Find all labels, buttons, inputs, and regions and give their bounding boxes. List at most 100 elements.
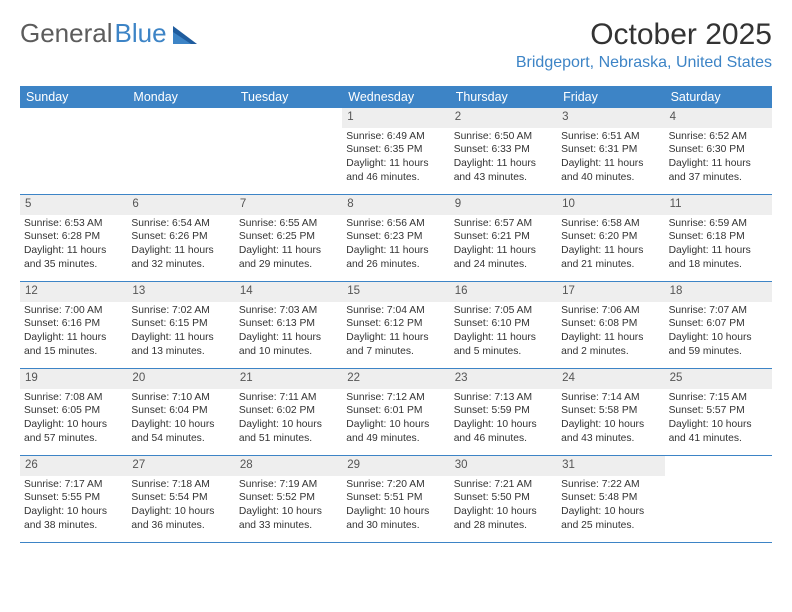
- sunset-line: Sunset: 6:33 PM: [454, 143, 553, 157]
- day-cell: 25Sunrise: 7:15 AMSunset: 5:57 PMDayligh…: [665, 369, 772, 455]
- day-details: Sunrise: 7:13 AMSunset: 5:59 PMDaylight:…: [450, 391, 557, 451]
- sunrise-line: Sunrise: 6:55 AM: [239, 217, 338, 231]
- day-number: 22: [342, 369, 449, 389]
- daylight-line-1: Daylight: 11 hours: [454, 244, 553, 258]
- sunrise-line: Sunrise: 6:58 AM: [561, 217, 660, 231]
- day-number: 4: [665, 108, 772, 128]
- sunset-line: Sunset: 6:07 PM: [669, 317, 768, 331]
- sunset-line: Sunset: 5:48 PM: [561, 491, 660, 505]
- daylight-line-2: and 32 minutes.: [131, 258, 230, 272]
- daylight-line-1: Daylight: 10 hours: [454, 418, 553, 432]
- sunrise-line: Sunrise: 6:49 AM: [346, 130, 445, 144]
- day-number: [665, 456, 772, 476]
- sunset-line: Sunset: 5:59 PM: [454, 404, 553, 418]
- sunset-line: Sunset: 6:20 PM: [561, 230, 660, 244]
- day-number: 26: [20, 456, 127, 476]
- sunset-line: Sunset: 6:26 PM: [131, 230, 230, 244]
- daylight-line-2: and 13 minutes.: [131, 345, 230, 359]
- daylight-line-1: Daylight: 10 hours: [239, 418, 338, 432]
- day-cell: [665, 456, 772, 542]
- day-number: 20: [127, 369, 234, 389]
- day-number: 3: [557, 108, 664, 128]
- daylight-line-2: and 26 minutes.: [346, 258, 445, 272]
- daylight-line-1: Daylight: 10 hours: [131, 505, 230, 519]
- day-cell: 29Sunrise: 7:20 AMSunset: 5:51 PMDayligh…: [342, 456, 449, 542]
- sunrise-line: Sunrise: 6:59 AM: [669, 217, 768, 231]
- day-details: Sunrise: 7:14 AMSunset: 5:58 PMDaylight:…: [557, 391, 664, 451]
- daylight-line-2: and 24 minutes.: [454, 258, 553, 272]
- day-number: 10: [557, 195, 664, 215]
- day-cell: 2Sunrise: 6:50 AMSunset: 6:33 PMDaylight…: [450, 108, 557, 194]
- day-cell: 28Sunrise: 7:19 AMSunset: 5:52 PMDayligh…: [235, 456, 342, 542]
- daylight-line-1: Daylight: 11 hours: [454, 157, 553, 171]
- week-row: 26Sunrise: 7:17 AMSunset: 5:55 PMDayligh…: [20, 456, 772, 543]
- daylight-line-2: and 5 minutes.: [454, 345, 553, 359]
- sunset-line: Sunset: 6:30 PM: [669, 143, 768, 157]
- daylight-line-2: and 43 minutes.: [454, 171, 553, 185]
- day-number: 19: [20, 369, 127, 389]
- day-details: Sunrise: 7:02 AMSunset: 6:15 PMDaylight:…: [127, 304, 234, 364]
- day-number: 27: [127, 456, 234, 476]
- daylight-line-2: and 59 minutes.: [669, 345, 768, 359]
- sunrise-line: Sunrise: 6:52 AM: [669, 130, 768, 144]
- day-cell: 5Sunrise: 6:53 AMSunset: 6:28 PMDaylight…: [20, 195, 127, 281]
- day-number: 9: [450, 195, 557, 215]
- day-details: Sunrise: 7:15 AMSunset: 5:57 PMDaylight:…: [665, 391, 772, 451]
- day-details: Sunrise: 7:19 AMSunset: 5:52 PMDaylight:…: [235, 478, 342, 538]
- day-details: Sunrise: 7:11 AMSunset: 6:02 PMDaylight:…: [235, 391, 342, 451]
- daylight-line-1: Daylight: 10 hours: [131, 418, 230, 432]
- day-number: 17: [557, 282, 664, 302]
- weekday-header: Wednesday: [342, 86, 449, 108]
- sunrise-line: Sunrise: 7:02 AM: [131, 304, 230, 318]
- day-number: 25: [665, 369, 772, 389]
- daylight-line-1: Daylight: 10 hours: [346, 505, 445, 519]
- week-row: 12Sunrise: 7:00 AMSunset: 6:16 PMDayligh…: [20, 282, 772, 369]
- daylight-line-2: and 54 minutes.: [131, 432, 230, 446]
- sunrise-line: Sunrise: 7:19 AM: [239, 478, 338, 492]
- week-row: 1Sunrise: 6:49 AMSunset: 6:35 PMDaylight…: [20, 108, 772, 195]
- day-details: Sunrise: 7:03 AMSunset: 6:13 PMDaylight:…: [235, 304, 342, 364]
- sunset-line: Sunset: 5:55 PM: [24, 491, 123, 505]
- sunset-line: Sunset: 6:31 PM: [561, 143, 660, 157]
- sunset-line: Sunset: 6:16 PM: [24, 317, 123, 331]
- calendar: SundayMondayTuesdayWednesdayThursdayFrid…: [20, 86, 772, 543]
- sunrise-line: Sunrise: 7:11 AM: [239, 391, 338, 405]
- daylight-line-2: and 2 minutes.: [561, 345, 660, 359]
- sunrise-line: Sunrise: 7:13 AM: [454, 391, 553, 405]
- sunset-line: Sunset: 6:21 PM: [454, 230, 553, 244]
- daylight-line-2: and 35 minutes.: [24, 258, 123, 272]
- sunrise-line: Sunrise: 7:10 AM: [131, 391, 230, 405]
- sunrise-line: Sunrise: 6:56 AM: [346, 217, 445, 231]
- daylight-line-2: and 40 minutes.: [561, 171, 660, 185]
- day-cell: 8Sunrise: 6:56 AMSunset: 6:23 PMDaylight…: [342, 195, 449, 281]
- daylight-line-2: and 29 minutes.: [239, 258, 338, 272]
- daylight-line-2: and 57 minutes.: [24, 432, 123, 446]
- sunrise-line: Sunrise: 6:53 AM: [24, 217, 123, 231]
- day-details: Sunrise: 7:21 AMSunset: 5:50 PMDaylight:…: [450, 478, 557, 538]
- day-details: Sunrise: 7:22 AMSunset: 5:48 PMDaylight:…: [557, 478, 664, 538]
- sunset-line: Sunset: 5:57 PM: [669, 404, 768, 418]
- day-cell: 18Sunrise: 7:07 AMSunset: 6:07 PMDayligh…: [665, 282, 772, 368]
- daylight-line-1: Daylight: 11 hours: [24, 331, 123, 345]
- day-cell: 3Sunrise: 6:51 AMSunset: 6:31 PMDaylight…: [557, 108, 664, 194]
- sunrise-line: Sunrise: 7:06 AM: [561, 304, 660, 318]
- daylight-line-1: Daylight: 10 hours: [346, 418, 445, 432]
- day-cell: 6Sunrise: 6:54 AMSunset: 6:26 PMDaylight…: [127, 195, 234, 281]
- title-block: October 2025 Bridgeport, Nebraska, Unite…: [516, 18, 772, 72]
- day-number: 16: [450, 282, 557, 302]
- sunrise-line: Sunrise: 6:51 AM: [561, 130, 660, 144]
- day-number: 14: [235, 282, 342, 302]
- daylight-line-1: Daylight: 11 hours: [669, 244, 768, 258]
- day-number: 21: [235, 369, 342, 389]
- day-number: [20, 108, 127, 128]
- day-details: Sunrise: 7:07 AMSunset: 6:07 PMDaylight:…: [665, 304, 772, 364]
- week-row: 19Sunrise: 7:08 AMSunset: 6:05 PMDayligh…: [20, 369, 772, 456]
- daylight-line-1: Daylight: 11 hours: [346, 244, 445, 258]
- day-cell: 1Sunrise: 6:49 AMSunset: 6:35 PMDaylight…: [342, 108, 449, 194]
- day-details: Sunrise: 7:04 AMSunset: 6:12 PMDaylight:…: [342, 304, 449, 364]
- day-details: Sunrise: 7:10 AMSunset: 6:04 PMDaylight:…: [127, 391, 234, 451]
- day-cell: 17Sunrise: 7:06 AMSunset: 6:08 PMDayligh…: [557, 282, 664, 368]
- day-number: 30: [450, 456, 557, 476]
- daylight-line-2: and 33 minutes.: [239, 519, 338, 533]
- day-number: 1: [342, 108, 449, 128]
